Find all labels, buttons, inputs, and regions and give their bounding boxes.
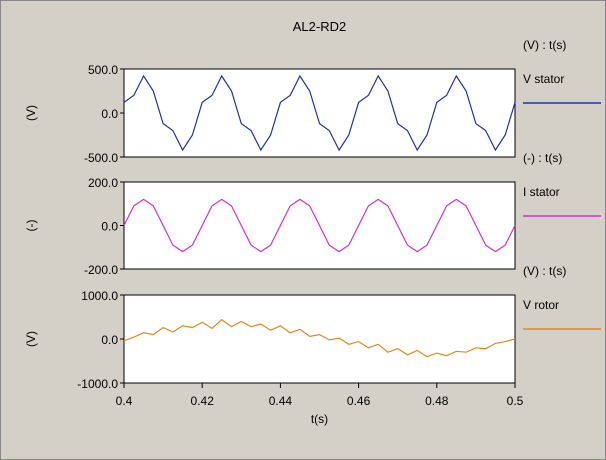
y-axis-label: (-)	[24, 220, 38, 232]
x-tick-label: 0.42	[191, 394, 215, 408]
x-tick-label: 0.5	[507, 394, 524, 408]
plot-area	[123, 68, 516, 158]
x-tick-label: 0.48	[425, 394, 449, 408]
legend-series-name: I stator	[523, 185, 560, 199]
y-tick-label: 0.0	[101, 107, 118, 121]
y-tick-label: -1000.0	[77, 377, 118, 391]
legend-unit: (-) : t(s)	[523, 151, 562, 165]
legend-unit: (V) : t(s)	[523, 264, 566, 278]
y-tick-label: -500.0	[84, 151, 118, 165]
plot-area	[123, 294, 516, 384]
y-tick-label: 0.0	[101, 220, 118, 234]
y-tick-label: -200.0	[84, 263, 118, 277]
x-axis-label: t(s)	[311, 412, 328, 426]
legend-series-name: V rotor	[523, 298, 559, 312]
chart-title: AL2-RD2	[293, 19, 346, 34]
series-line	[123, 318, 516, 358]
y-tick-label: 200.0	[88, 176, 118, 190]
y-tick-label: 0.0	[101, 333, 118, 347]
y-axis-label: (V)	[24, 105, 38, 121]
x-tick-label: 0.4	[116, 394, 133, 408]
legend-series-name: V stator	[523, 72, 564, 86]
x-tick-label: 0.46	[347, 394, 371, 408]
series-line	[123, 74, 516, 152]
series-line	[123, 198, 516, 253]
y-tick-label: 1000.0	[81, 289, 118, 303]
y-tick-label: 500.0	[88, 63, 118, 77]
x-tick-label: 0.44	[269, 394, 293, 408]
y-axis-label: (V)	[24, 331, 38, 347]
legend-unit: (V) : t(s)	[523, 38, 566, 52]
